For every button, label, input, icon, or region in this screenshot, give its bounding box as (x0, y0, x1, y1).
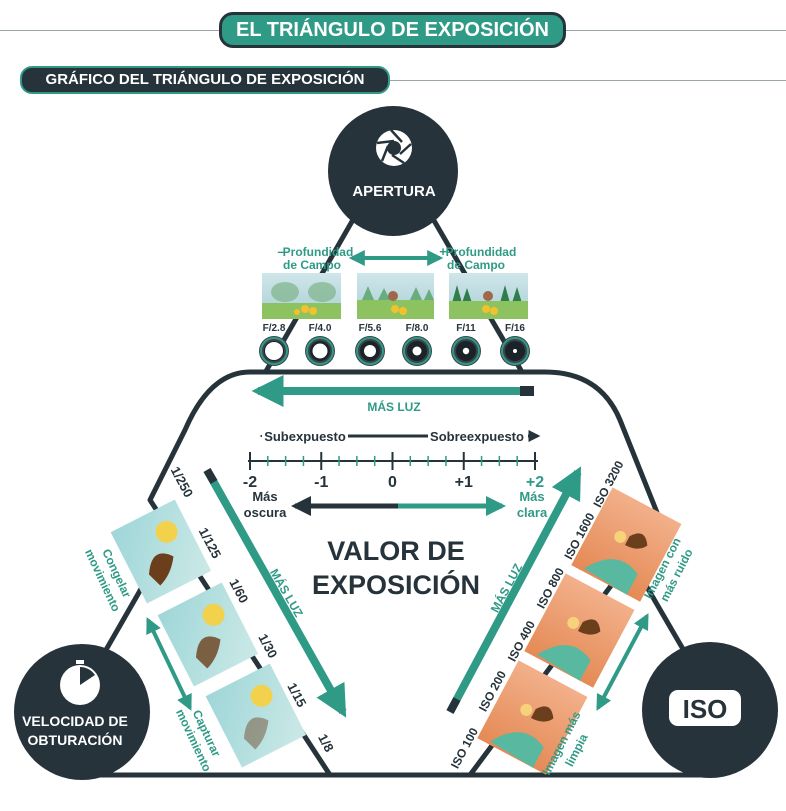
mas-luz-right-tail (446, 697, 461, 714)
lens-aperture-icon (355, 336, 385, 366)
aperture-label: APERTURA (352, 183, 436, 200)
aperture-icon (376, 129, 412, 166)
shutter-node (14, 644, 150, 780)
underexposed-label: Subexpuesto (264, 429, 346, 444)
more-dof-sign: + (439, 244, 447, 259)
lens-aperture-icon (402, 336, 432, 366)
aperture-node (328, 106, 458, 236)
lighter-line2: clara (517, 505, 548, 520)
shutter-photo-fast (110, 499, 212, 604)
scale-label: +1 (455, 474, 473, 491)
fstop-label: F/16 (505, 323, 525, 334)
subheader-rule (390, 80, 786, 81)
fstop-label: F/11 (456, 323, 476, 334)
less-dof-sign: – (277, 244, 284, 259)
iso-badge (669, 690, 741, 726)
lighter-line1: Más (519, 489, 544, 504)
fstop-label: F/5.6 (359, 323, 382, 334)
mas-luz-top-tail (520, 386, 534, 396)
dof-photo-deep (449, 273, 528, 319)
scale-label: +2 (526, 474, 544, 491)
scale-label: -1 (314, 474, 328, 491)
iso-photo-clean (477, 660, 588, 775)
overexposed-bg (428, 426, 528, 446)
lens-aperture-icon (451, 336, 481, 366)
darker-line2: oscura (244, 505, 287, 520)
exposure-value-line2: EXPOSICIÓN (312, 569, 480, 600)
shutter-label-line1: VELOCIDAD DE (22, 713, 128, 729)
dof-photo-shallow (262, 273, 341, 319)
shutter-photo-slow (205, 663, 307, 768)
mas-luz-right-arrow (446, 466, 582, 714)
less-dof-line1: Profundidad (283, 245, 354, 259)
iso-photo-noisy (571, 487, 682, 602)
fstop-label: F/8.0 (406, 323, 429, 334)
clean-noisy-arrow (596, 613, 649, 711)
dof-photo-medium (357, 273, 434, 319)
mas-luz-left-tail (203, 467, 218, 485)
underexposed-bg (262, 426, 348, 446)
fstop-label: F/2.8 (263, 323, 286, 334)
lens-aperture-icon (259, 336, 289, 366)
lens-aperture-icon (305, 336, 335, 366)
fstop-label: F/4.0 (309, 323, 332, 334)
iso-label: ISO (683, 694, 728, 724)
mas-luz-top-label: MÁS LUZ (367, 399, 420, 414)
overexposed-label: Sobreexpuesto (430, 429, 524, 444)
shutter-label-line2: OBTURACIÓN (28, 731, 123, 748)
header-rule-right (566, 30, 786, 31)
scale-label: -2 (243, 474, 257, 491)
stopwatch-icon (60, 660, 100, 705)
scale-label: 0 (388, 474, 397, 491)
mas-luz-left-arrow (203, 468, 347, 718)
shutter-speed-label: 1/8 (315, 731, 337, 754)
freeze-capture-arrow (146, 617, 192, 711)
lens-aperture-icon (500, 336, 530, 366)
less-dof-line2: de Campo (283, 258, 341, 272)
more-dof-line1: Profundidad (446, 245, 517, 259)
header-rule-left (0, 30, 219, 31)
darker-line1: Más (252, 489, 277, 504)
section-subtitle: GRÁFICO DEL TRIÁNGULO DE EXPOSICIÓN (20, 66, 390, 94)
page-title: EL TRIÁNGULO DE EXPOSICIÓN (219, 12, 566, 48)
exposure-value-line1: VALOR DE (327, 536, 465, 566)
more-dof-line2: de Campo (447, 258, 505, 272)
